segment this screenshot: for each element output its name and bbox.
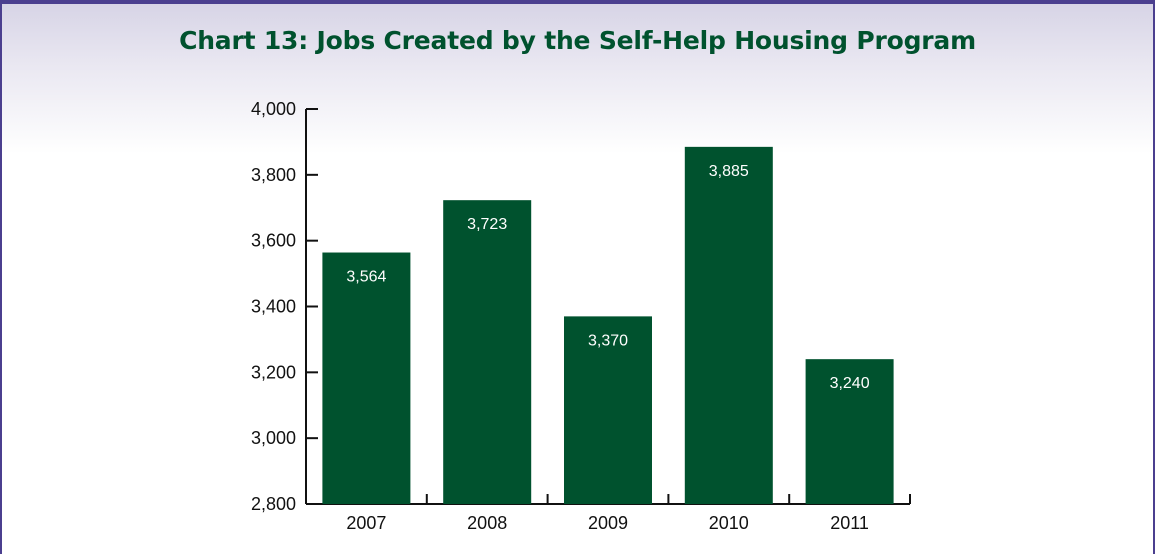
bar — [443, 200, 532, 504]
bar-value-label: 3,240 — [830, 375, 870, 392]
y-tick-label: 3,000 — [251, 428, 296, 448]
x-tick-label: 2009 — [588, 513, 628, 533]
x-tick-label: 2011 — [830, 513, 869, 533]
y-tick-label: 3,600 — [251, 231, 296, 251]
bar-value-label: 3,723 — [467, 216, 507, 233]
chart-title: Chart 13: Jobs Created by the Self-Help … — [179, 26, 976, 55]
x-tick-label: 2008 — [467, 513, 507, 533]
bar-value-label: 3,370 — [588, 332, 628, 349]
bar-value-label: 3,885 — [709, 163, 749, 180]
y-tick-label: 3,200 — [251, 362, 296, 382]
bar-value-label: 3,564 — [346, 269, 386, 286]
y-tick-label: 4,000 — [251, 99, 296, 119]
y-tick-label: 3,400 — [251, 297, 296, 317]
y-tick-label: 2,800 — [251, 494, 296, 514]
chart-axes: 2,800 3,000 3,200 3,400 3,600 3,800 4,000 2007 2… — [251, 99, 911, 533]
chart-bars: 3,564 3,723 3,370 3,885 3,240 — [322, 146, 894, 504]
x-tick-label: 2007 — [346, 513, 386, 533]
bar — [564, 316, 652, 504]
bar — [805, 359, 894, 504]
x-tick-label: 2010 — [709, 513, 749, 533]
bar — [684, 146, 773, 504]
y-tick-label: 3,800 — [251, 165, 296, 185]
bar — [322, 252, 411, 504]
